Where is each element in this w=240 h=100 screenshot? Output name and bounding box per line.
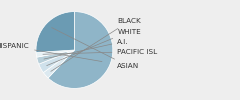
- Text: HISPANIC: HISPANIC: [0, 43, 102, 62]
- Wedge shape: [39, 50, 74, 73]
- Text: A.I.: A.I.: [44, 39, 129, 59]
- Wedge shape: [43, 50, 74, 78]
- Wedge shape: [48, 12, 113, 88]
- Text: WHITE: WHITE: [47, 29, 141, 66]
- Wedge shape: [36, 50, 74, 57]
- Text: BLACK: BLACK: [51, 18, 141, 71]
- Wedge shape: [37, 50, 74, 64]
- Text: ASIAN: ASIAN: [52, 28, 140, 69]
- Text: PACIFIC ISL: PACIFIC ISL: [43, 48, 157, 55]
- Wedge shape: [36, 12, 74, 52]
